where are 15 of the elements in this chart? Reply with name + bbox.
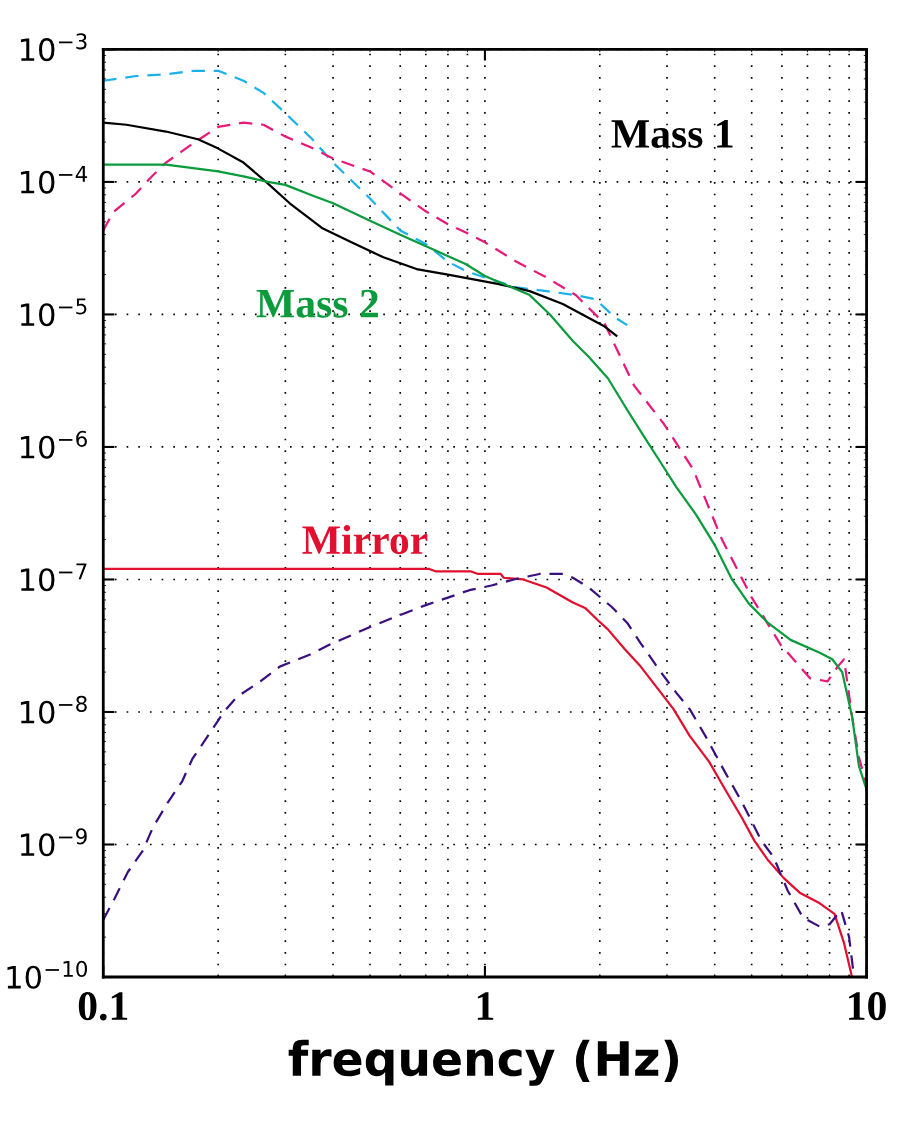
y-tick-label: 10$^{−8}$ [20, 695, 87, 724]
y-tick-label: 10$^{−10}$ [7, 960, 88, 989]
y-tick-label: 10$^{−6}$ [20, 430, 87, 459]
x-axis-title: frequency (Hz) [288, 1039, 679, 1086]
x-tick-label: 10 [849, 992, 886, 1021]
y-tick-label: 10$^{−5}$ [20, 298, 87, 327]
text: Mass 1 [611, 120, 733, 148]
x-tick-label: 1 [477, 992, 494, 1020]
series-label: Mass 2 [256, 289, 378, 318]
y-tick-label: 10$^{−4}$ [20, 166, 88, 194]
x-tick-label: 0.1 [78, 992, 128, 1021]
y-tick-label: 10$^{−7}$ [20, 563, 87, 592]
y-tick-label: 10$^{−9}$ [20, 828, 87, 857]
series-label: Mirror [302, 524, 428, 555]
y-tick-label: 10$^{−3}$ [20, 33, 87, 62]
